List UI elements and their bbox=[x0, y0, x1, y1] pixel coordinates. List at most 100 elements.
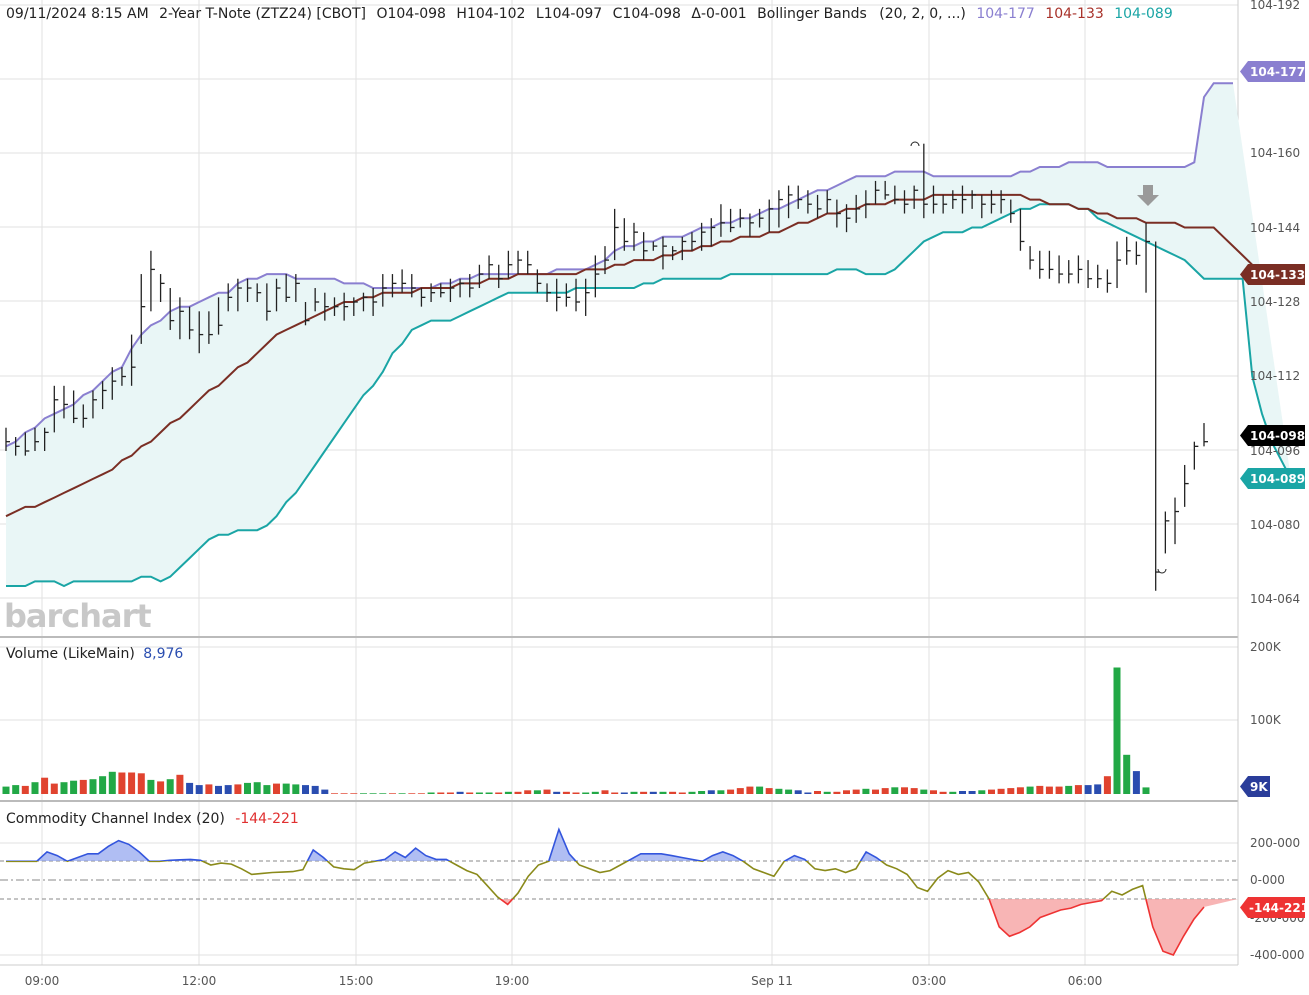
volume-bar bbox=[350, 793, 358, 794]
price-bar bbox=[923, 143, 928, 219]
header-middle-value: 104-133 bbox=[1045, 6, 1104, 22]
volume-bar bbox=[41, 777, 49, 794]
volume-bar bbox=[533, 790, 541, 794]
price-bar bbox=[594, 255, 600, 298]
price-bar bbox=[758, 208, 764, 228]
volume-bar bbox=[224, 785, 232, 794]
svg-text:104-098: 104-098 bbox=[1250, 429, 1305, 443]
price-bar bbox=[266, 283, 271, 321]
price-bar bbox=[237, 278, 242, 312]
volume-bar bbox=[1142, 787, 1150, 794]
price-bar bbox=[585, 278, 590, 316]
volume-bar bbox=[99, 776, 107, 794]
price-bar bbox=[1019, 208, 1025, 251]
price-bar bbox=[488, 255, 494, 279]
header-high: H104-102 bbox=[456, 6, 525, 22]
volume-bar bbox=[166, 779, 174, 794]
time-tick-label: 06:00 bbox=[1068, 974, 1103, 988]
price-bar bbox=[565, 283, 571, 307]
price-bar bbox=[604, 246, 609, 275]
price-bar bbox=[150, 250, 155, 312]
volume-bar bbox=[186, 782, 194, 794]
volume-bar bbox=[263, 785, 271, 794]
price-bar bbox=[845, 204, 851, 233]
volume-bar bbox=[244, 782, 251, 794]
price-bar bbox=[227, 283, 233, 312]
volume-bar bbox=[1103, 776, 1111, 794]
volume-bar bbox=[408, 793, 416, 794]
price-bar bbox=[411, 274, 416, 298]
price-bar bbox=[633, 222, 638, 251]
price-bar bbox=[208, 311, 213, 344]
price-bar bbox=[913, 185, 919, 209]
volume-bar bbox=[485, 792, 493, 794]
header-study-params: (20, 2, 0, ...) bbox=[879, 6, 966, 22]
price-bar bbox=[449, 278, 455, 302]
volume-bar bbox=[804, 792, 812, 794]
volume-bar bbox=[2, 786, 10, 794]
volume-bar bbox=[70, 780, 78, 794]
cci-line bbox=[0, 827, 1238, 956]
volume-bar bbox=[823, 791, 831, 794]
price-bar bbox=[430, 283, 436, 302]
volume-bar bbox=[862, 788, 870, 794]
price-bar bbox=[700, 222, 706, 251]
price-bar bbox=[855, 194, 861, 223]
volume-bar bbox=[302, 785, 309, 794]
volume-bar bbox=[456, 791, 464, 794]
price-bar bbox=[1039, 250, 1044, 279]
price-bar bbox=[1145, 222, 1151, 293]
volume-bar bbox=[959, 791, 966, 794]
volume-bar bbox=[89, 779, 97, 794]
volume-panel-title: Volume (LikeMain) 8,976 bbox=[6, 646, 183, 662]
price-bar bbox=[507, 250, 513, 279]
volume-bar bbox=[1007, 788, 1015, 794]
price-bar bbox=[304, 302, 310, 326]
volume-bar bbox=[572, 792, 580, 794]
volume-bar bbox=[1123, 754, 1131, 794]
price-bar bbox=[1135, 241, 1141, 265]
volume-bar bbox=[21, 785, 29, 794]
volume-bar bbox=[1074, 785, 1082, 794]
volume-tag: 9K bbox=[1240, 776, 1270, 797]
high-marker bbox=[910, 141, 920, 147]
volume-bar bbox=[1094, 784, 1102, 794]
volume-bar bbox=[321, 789, 329, 794]
header-upper-value: 104-177 bbox=[976, 6, 1035, 22]
time-tick-label: 19:00 bbox=[495, 974, 530, 988]
price-bar bbox=[391, 274, 397, 298]
low-marker bbox=[1157, 568, 1167, 574]
volume-bar bbox=[60, 782, 68, 794]
volume-bar bbox=[785, 789, 793, 794]
price-tick-label: 104-080 bbox=[1250, 518, 1300, 532]
volume-bar bbox=[1016, 787, 1024, 794]
volume-bar bbox=[620, 792, 628, 794]
price-bar bbox=[662, 236, 667, 270]
volume-bar bbox=[997, 788, 1005, 794]
price-bar bbox=[816, 194, 822, 219]
price-bar bbox=[807, 190, 812, 214]
volume-bar bbox=[427, 792, 435, 794]
price-bar bbox=[140, 274, 146, 344]
price-bar bbox=[24, 432, 30, 456]
volume-bar bbox=[1084, 785, 1092, 794]
price-bar bbox=[53, 385, 59, 433]
volume-bar bbox=[553, 791, 561, 794]
price-bar bbox=[1048, 250, 1054, 279]
price-bar bbox=[681, 236, 687, 261]
price-bar bbox=[787, 185, 793, 219]
price-bar bbox=[1184, 464, 1189, 507]
price-bar bbox=[942, 194, 948, 214]
price-bar bbox=[836, 199, 841, 228]
price-bar bbox=[517, 250, 523, 275]
volume-bar bbox=[466, 792, 474, 794]
volume-bar bbox=[1132, 771, 1140, 794]
volume-bar bbox=[524, 790, 532, 794]
volume-bar bbox=[273, 783, 280, 794]
volume-bar bbox=[398, 793, 406, 794]
volume-bar bbox=[1065, 785, 1073, 794]
volume-tick-label: 100K bbox=[1250, 713, 1282, 727]
volume-bar bbox=[630, 791, 638, 794]
volume-bar bbox=[988, 789, 995, 794]
